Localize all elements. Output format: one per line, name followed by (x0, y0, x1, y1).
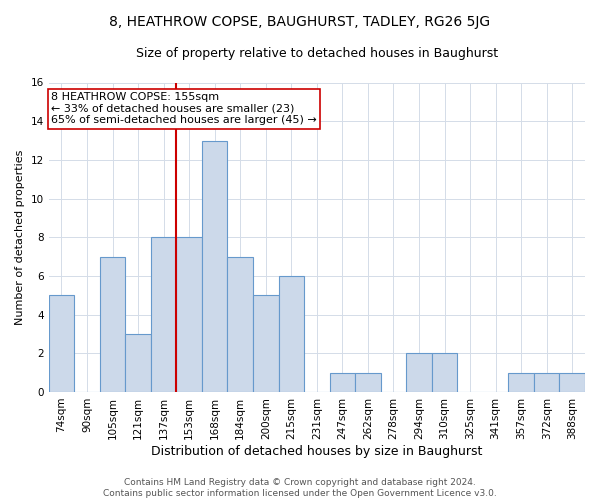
Y-axis label: Number of detached properties: Number of detached properties (15, 150, 25, 325)
Bar (100, 256, 125, 392)
Title: Size of property relative to detached houses in Baughurst: Size of property relative to detached ho… (136, 48, 498, 60)
Bar (508, 372, 534, 392)
Bar (329, 372, 355, 392)
Bar (534, 372, 559, 392)
Bar (227, 256, 253, 392)
Bar (49, 296, 74, 392)
Bar (432, 354, 457, 392)
Bar (278, 276, 304, 392)
Bar (176, 237, 202, 392)
X-axis label: Distribution of detached houses by size in Baughurst: Distribution of detached houses by size … (151, 444, 482, 458)
Bar (202, 140, 227, 392)
Bar (559, 372, 585, 392)
Text: 8, HEATHROW COPSE, BAUGHURST, TADLEY, RG26 5JG: 8, HEATHROW COPSE, BAUGHURST, TADLEY, RG… (109, 15, 491, 29)
Text: 8 HEATHROW COPSE: 155sqm
← 33% of detached houses are smaller (23)
65% of semi-d: 8 HEATHROW COPSE: 155sqm ← 33% of detach… (51, 92, 317, 126)
Bar (355, 372, 380, 392)
Text: Contains HM Land Registry data © Crown copyright and database right 2024.
Contai: Contains HM Land Registry data © Crown c… (103, 478, 497, 498)
Bar (406, 354, 432, 392)
Bar (151, 237, 176, 392)
Bar (253, 296, 278, 392)
Bar (125, 334, 151, 392)
